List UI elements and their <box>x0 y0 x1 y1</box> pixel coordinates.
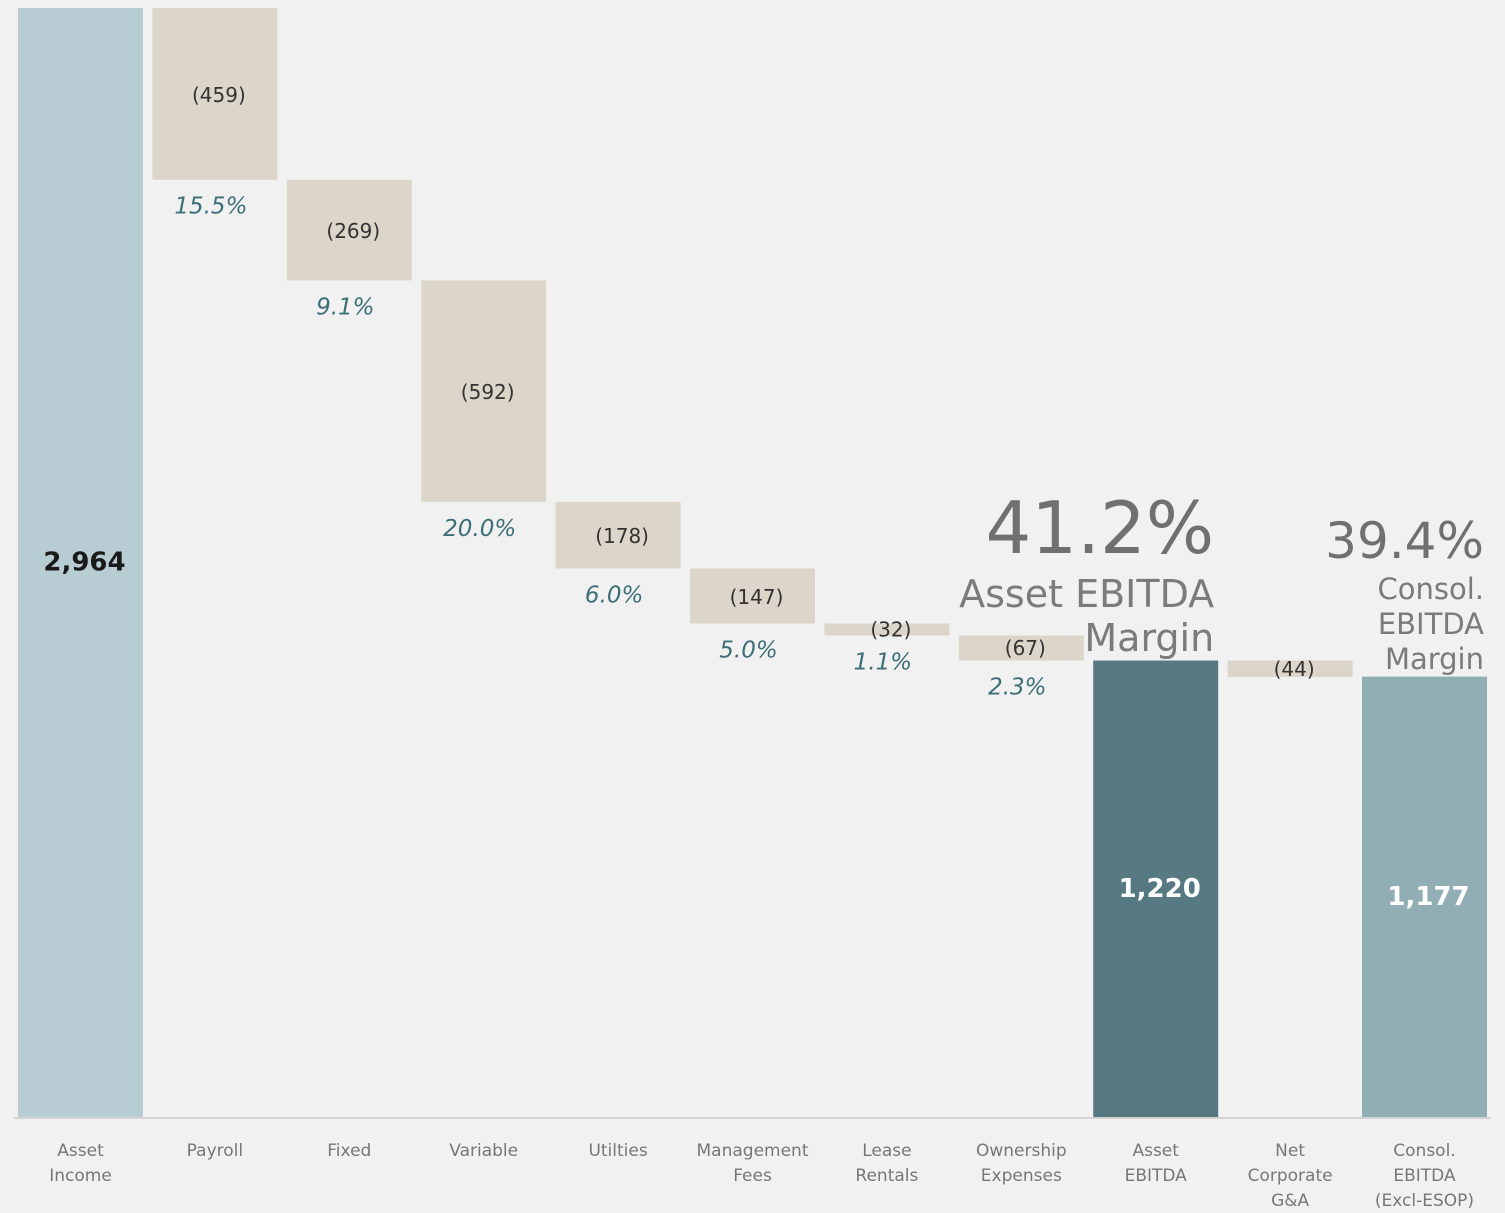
bar-9 <box>1227 660 1353 677</box>
consol-ebitda-margin-label-0: Consol. <box>1378 572 1485 606</box>
category-label-8-1: EBITDA <box>1125 1166 1188 1186</box>
bar-value-label-10: 1,177 <box>1387 882 1469 912</box>
bar-value-label-2: (269) <box>326 219 380 243</box>
bar-pct-label-6: 1.1% <box>854 649 912 675</box>
bar-pct-label-4: 6.0% <box>585 582 643 608</box>
bar-pct-label-5: 5.0% <box>719 637 777 663</box>
bar-value-label-7: (67) <box>1005 636 1046 660</box>
category-label-10-2: (Excl-ESOP) <box>1375 1191 1474 1208</box>
bar-value-label-6: (32) <box>870 617 911 641</box>
consol-ebitda-margin-label-2: Margin <box>1385 642 1484 676</box>
category-label-3-0: Variable <box>449 1141 518 1161</box>
bar-value-label-1: (459) <box>192 83 246 107</box>
bar-value-label-5: (147) <box>730 585 784 609</box>
category-label-0-0: Asset <box>57 1141 104 1161</box>
bar-0 <box>18 8 143 1117</box>
category-label-10-0: Consol. <box>1393 1141 1455 1161</box>
asset-ebitda-margin-label-0: Asset EBITDA <box>959 572 1214 616</box>
category-label-9-0: Net <box>1275 1141 1305 1161</box>
bar-pct-label-3: 20.0% <box>443 516 516 542</box>
bar-10 <box>1362 676 1487 1117</box>
category-label-5-0: Management <box>697 1141 809 1161</box>
bar-7 <box>958 635 1084 661</box>
category-label-6-1: Rentals <box>855 1166 918 1186</box>
bar-pct-label-2: 9.1% <box>316 294 374 320</box>
category-label-0-1: Income <box>49 1166 112 1186</box>
asset-ebitda-margin-label-1: Margin <box>1084 616 1214 660</box>
category-label-6-0: Lease <box>862 1141 911 1161</box>
bar-8 <box>1093 660 1219 1117</box>
category-label-8-0: Asset <box>1132 1141 1179 1161</box>
consol-ebitda-margin-label-1: EBITDA <box>1378 607 1484 641</box>
category-label-9-1: Corporate <box>1248 1166 1333 1186</box>
bar-value-label-8: 1,220 <box>1119 874 1201 904</box>
bar-pct-label-1: 15.5% <box>174 194 247 220</box>
asset-ebitda-margin-value: 41.2% <box>985 486 1214 570</box>
category-label-9-2: G&A <box>1271 1191 1309 1208</box>
category-label-2-0: Fixed <box>327 1141 371 1161</box>
bar-value-label-4: (178) <box>595 524 649 548</box>
category-label-4-0: Utilties <box>588 1141 647 1161</box>
category-label-7-0: Ownership <box>976 1141 1067 1161</box>
bar-pct-label-7: 2.3% <box>988 675 1046 701</box>
consol-ebitda-margin-value: 39.4% <box>1325 512 1484 570</box>
bar-value-label-3: (592) <box>461 380 515 404</box>
bar-value-label-9: (44) <box>1274 657 1315 681</box>
category-label-7-1: Expenses <box>981 1166 1062 1186</box>
bar-value-label-0: 2,964 <box>43 548 125 578</box>
bar-3 <box>421 280 547 502</box>
bar-2 <box>286 179 412 281</box>
category-label-5-1: Fees <box>733 1166 772 1186</box>
bar-6 <box>824 623 950 636</box>
bar-4 <box>555 501 681 569</box>
category-label-10-1: EBITDA <box>1393 1166 1456 1186</box>
category-label-1-0: Payroll <box>187 1141 243 1161</box>
bar-5 <box>690 568 815 624</box>
bar-1 <box>152 8 278 180</box>
